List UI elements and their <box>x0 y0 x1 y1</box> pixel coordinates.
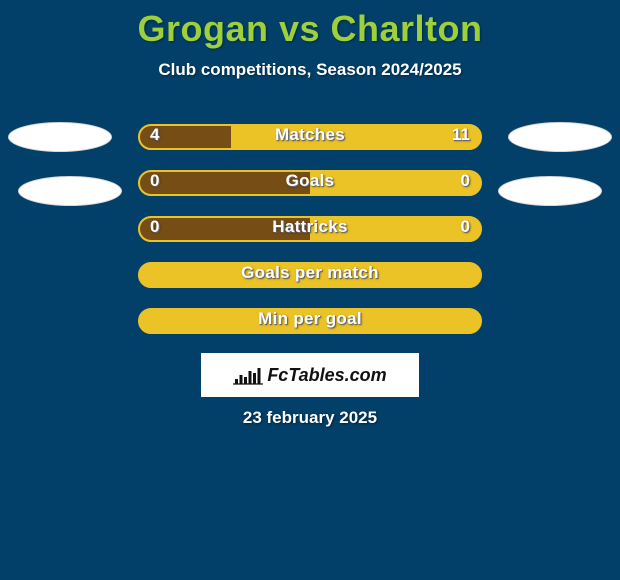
stat-row: Goals per match <box>0 262 620 288</box>
stat-bar-left <box>140 172 310 194</box>
stat-bar-left <box>140 218 310 240</box>
fctables-logo: FcTables.com <box>201 353 419 397</box>
page-title: Grogan vs Charlton <box>0 0 620 50</box>
stat-bar-right <box>231 126 480 148</box>
stat-bar <box>138 124 482 150</box>
stat-row: Min per goal <box>0 308 620 334</box>
stat-bar <box>138 308 482 334</box>
stat-bar <box>138 262 482 288</box>
comparison-infographic: Grogan vs Charlton Club competitions, Se… <box>0 0 620 580</box>
stat-rows: Matches411 Goals00 Hattricks00 Goals per ma… <box>0 124 620 354</box>
footer-date: 23 february 2025 <box>0 408 620 428</box>
stat-bar-right <box>310 172 480 194</box>
stat-bar-left <box>140 126 231 148</box>
stat-row: Matches411 <box>0 124 620 150</box>
stat-bar-right <box>310 218 480 240</box>
stat-row: Hattricks00 <box>0 216 620 242</box>
page-subtitle: Club competitions, Season 2024/2025 <box>0 60 620 80</box>
stat-bar <box>138 216 482 242</box>
logo-text: FcTables.com <box>267 365 386 386</box>
bar-chart-icon <box>233 365 263 385</box>
stat-row: Goals00 <box>0 170 620 196</box>
stat-bar <box>138 170 482 196</box>
